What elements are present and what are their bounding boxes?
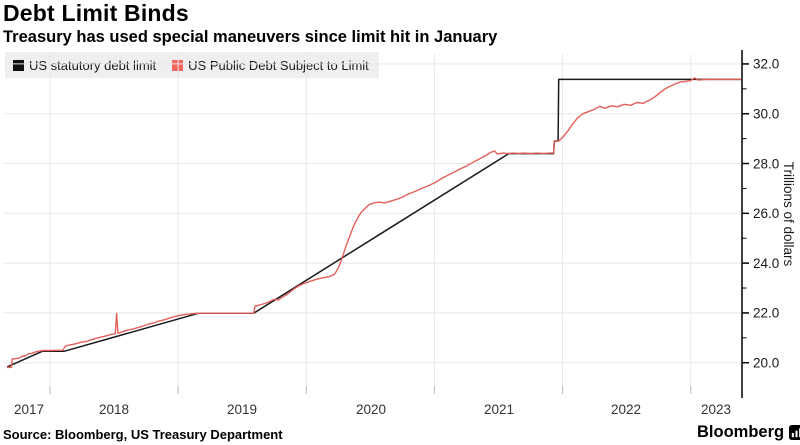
bloomberg-logo-icon [789, 425, 800, 440]
x-tick-label: 2020 [356, 402, 386, 417]
x-tick-label: 2017 [14, 402, 44, 417]
y-axis-title: Trillions of dollars [781, 162, 796, 267]
legend-label: US statutory debt limit [29, 57, 157, 73]
legend-item-statutory-limit[interactable]: US statutory debt limit [13, 58, 156, 73]
y-tick-label: 28.0 [753, 156, 779, 171]
brand-label: Bloomberg [697, 423, 785, 441]
x-tick-label: 2023 [701, 402, 731, 417]
source-note: Source: Bloomberg, US Treasury Departmen… [3, 427, 283, 442]
y-tick-label: 32.0 [753, 57, 779, 72]
x-tick-label: 2021 [484, 402, 514, 417]
bloomberg-wordmark: Bloomberg [697, 423, 800, 442]
y-tick-label: 22.0 [753, 306, 779, 321]
y-tick-label: 20.0 [753, 356, 779, 371]
series-public-debt-line [7, 77, 742, 369]
x-tick-label: 2022 [611, 402, 641, 417]
x-tick-label: 2019 [227, 402, 257, 417]
page-title: Debt Limit Binds [3, 0, 189, 26]
y-tick-label: 30.0 [753, 107, 779, 122]
chart-subtitle: Treasury has used special maneuvers sinc… [3, 28, 498, 46]
x-tick-label: 2018 [99, 402, 129, 417]
statutory-limit-swatch-icon [13, 59, 24, 71]
y-tick-label: 24.0 [753, 256, 779, 271]
y-tick-label: 26.0 [753, 206, 779, 221]
legend-label: US Public Debt Subject to Limit [188, 57, 369, 73]
chart-svg: 20.0 22.0 24.0 26.0 28.0 30.0 32.0 2017 2018 2019… [4, 50, 796, 417]
